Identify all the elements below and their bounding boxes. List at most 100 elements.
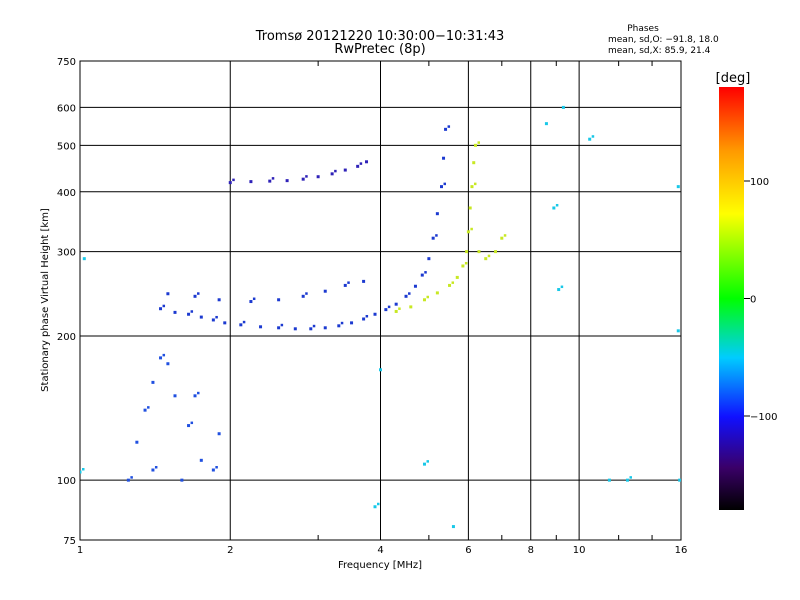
data-point — [440, 185, 444, 189]
data-point — [223, 321, 227, 325]
data-point — [323, 326, 327, 330]
data-point — [387, 305, 391, 309]
data-point — [249, 300, 253, 304]
data-point — [629, 476, 632, 479]
x-tick-label: 10 — [573, 545, 586, 556]
y-tick-label: 75 — [63, 536, 76, 547]
data-point — [464, 261, 468, 265]
data-point — [682, 476, 685, 479]
data-point — [293, 327, 297, 331]
data-point — [447, 125, 451, 128]
data-point — [555, 203, 559, 207]
data-point — [678, 478, 681, 482]
data-point — [373, 505, 377, 509]
data-point — [252, 297, 256, 301]
data-point — [337, 324, 341, 328]
data-point — [426, 295, 429, 299]
data-point — [362, 317, 366, 321]
data-point — [473, 143, 477, 147]
data-point — [477, 141, 480, 144]
data-point — [228, 181, 232, 185]
data-point — [80, 470, 82, 474]
data-point — [365, 160, 369, 164]
y-tick-label: 500 — [57, 141, 76, 152]
data-point — [239, 323, 243, 327]
data-point — [147, 406, 150, 409]
data-point — [588, 137, 592, 141]
data-point — [151, 380, 155, 384]
data-point — [544, 122, 548, 126]
phase-stats-o: mean, sd,O: −91.8, 18.0 — [608, 35, 719, 45]
data-point — [193, 394, 197, 398]
data-point — [503, 234, 507, 237]
data-point — [154, 466, 158, 469]
data-point — [356, 164, 360, 168]
data-point — [473, 182, 477, 186]
data-point — [470, 185, 474, 189]
colorbar-tick-label: 0 — [750, 295, 756, 306]
data-point — [215, 466, 218, 469]
data-point — [162, 304, 166, 308]
data-point — [443, 182, 447, 186]
data-point — [413, 284, 417, 288]
data-point — [435, 212, 439, 216]
data-point — [384, 308, 388, 312]
data-point — [271, 177, 275, 180]
y-tick-label: 100 — [57, 476, 76, 487]
data-point — [451, 525, 455, 529]
data-point — [277, 298, 281, 302]
data-point — [197, 292, 200, 295]
y-tick-label: 300 — [57, 248, 76, 259]
data-point — [676, 329, 680, 333]
data-point — [180, 478, 184, 482]
x-axis-ticks: 1 2 4 6 8 10 16 — [77, 61, 687, 556]
data-point — [607, 478, 611, 482]
data-point — [173, 394, 177, 398]
y-axis-label: Stationary phase Virtual Height [km] — [40, 208, 51, 392]
data-point — [323, 289, 327, 293]
y-tick-label: 750 — [57, 57, 76, 68]
x-tick-label: 6 — [465, 545, 471, 556]
data-point — [408, 292, 411, 295]
data-point — [217, 298, 221, 302]
data-point — [187, 424, 191, 428]
data-point — [424, 271, 427, 274]
data-point — [455, 275, 459, 279]
x-tick-label: 1 — [77, 545, 83, 556]
data-point — [379, 368, 382, 372]
data-point — [159, 307, 163, 311]
data-point — [193, 294, 197, 298]
data-point — [676, 185, 680, 189]
data-point — [398, 307, 401, 310]
data-point — [309, 327, 313, 331]
data-point — [166, 292, 170, 296]
data-point — [560, 285, 564, 289]
data-point — [409, 305, 413, 309]
data-point — [435, 291, 439, 295]
data-point — [494, 250, 498, 254]
data-point — [130, 476, 133, 479]
data-point — [451, 281, 455, 284]
data-point — [126, 478, 130, 482]
data-point — [82, 257, 86, 261]
data-point — [448, 283, 452, 287]
data-point — [334, 169, 337, 173]
data-point — [159, 356, 163, 360]
y-tick-label: 200 — [57, 332, 76, 343]
chart-subtitle: RwPretec (8p) — [334, 42, 425, 57]
grid-lines — [79, 61, 682, 540]
data-point — [362, 279, 366, 283]
data-point — [487, 254, 491, 258]
colorbar-label: [deg] — [716, 71, 751, 86]
data-point — [561, 105, 565, 109]
data-point — [277, 326, 281, 330]
phase-stats-x: mean, sd,X: 85.9, 21.4 — [608, 46, 711, 56]
data-point — [197, 391, 200, 395]
data-point — [211, 468, 215, 472]
data-point — [280, 323, 284, 327]
data-point — [82, 467, 85, 471]
data-point — [190, 421, 194, 425]
data-point — [249, 180, 253, 184]
data-point — [426, 460, 429, 463]
data-point — [422, 298, 426, 302]
